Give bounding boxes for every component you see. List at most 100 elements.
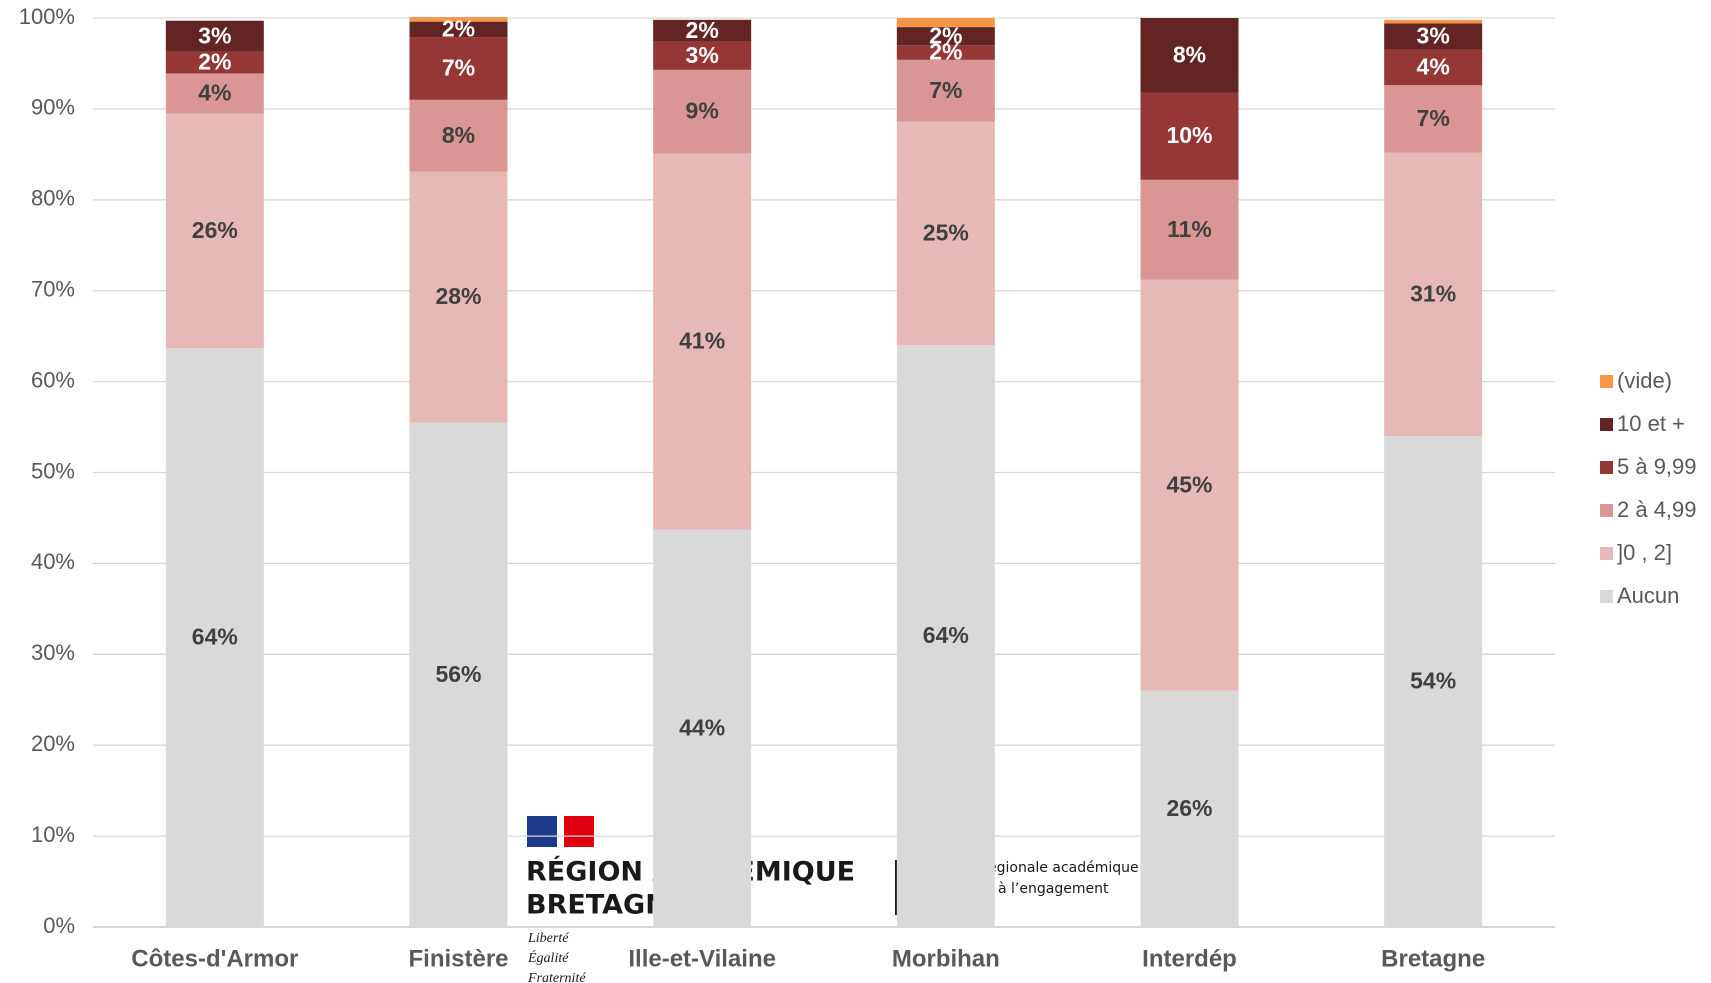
- y-tick-label: 90%: [31, 95, 75, 120]
- y-tick-label: 60%: [31, 367, 75, 392]
- bar-segment: [896, 345, 995, 927]
- bar-segment: [1384, 23, 1483, 50]
- data-label: 3%: [686, 42, 719, 68]
- y-tick-label: 30%: [31, 640, 75, 665]
- bar-segment: [1140, 18, 1239, 93]
- legend-swatch: [1600, 461, 1613, 474]
- x-tick-label: Interdép: [1142, 945, 1237, 972]
- data-label: 41%: [679, 328, 725, 354]
- data-label: 44%: [679, 714, 725, 740]
- bar-segment: [409, 171, 508, 423]
- data-label: 2%: [929, 39, 962, 65]
- data-label: 64%: [192, 624, 238, 650]
- bar-segment: [1384, 85, 1483, 153]
- data-label: 64%: [923, 622, 969, 648]
- data-label: 7%: [442, 55, 475, 81]
- y-tick-label: 80%: [31, 186, 75, 211]
- bar-segment: [653, 41, 752, 70]
- bar-segment: [165, 347, 264, 927]
- bar-segment: [409, 99, 508, 172]
- bar-segment: [409, 37, 508, 100]
- bar-segment: [409, 17, 508, 22]
- data-label: 28%: [435, 283, 481, 309]
- legend-label: ]0 , 2]: [1617, 540, 1672, 565]
- legend-label: 2 à 4,99: [1617, 497, 1697, 522]
- watermark-side: égionale académique: [988, 860, 1139, 876]
- legend-swatch: [1600, 418, 1613, 431]
- y-tick-label: 50%: [31, 458, 75, 483]
- y-tick-label: 100%: [19, 4, 75, 29]
- y-tick-label: 70%: [31, 277, 75, 302]
- bar-segment: [896, 121, 995, 346]
- bar-segment: [653, 153, 752, 530]
- flag-red: [564, 816, 594, 847]
- bar-segment: [896, 18, 995, 28]
- data-label: 4%: [198, 80, 231, 106]
- y-tick-label: 0%: [43, 913, 75, 938]
- data-label: 3%: [1417, 23, 1450, 49]
- data-label: 10%: [1166, 122, 1212, 148]
- bar-segment: [1140, 92, 1239, 180]
- motto: Égalité: [527, 949, 569, 966]
- motto: Fraternité: [527, 971, 586, 983]
- watermark: RÉGION ACADÉMIQUE BRETAGNE Liberté Égali…: [526, 816, 1139, 983]
- legend-label: 10 et +: [1617, 411, 1685, 436]
- bar-segment: [1140, 179, 1239, 280]
- data-label: 45%: [1166, 471, 1212, 497]
- y-tick-label: 20%: [31, 731, 75, 756]
- data-label: 54%: [1410, 668, 1456, 694]
- data-label: 25%: [923, 220, 969, 246]
- legend-label: Aucun: [1617, 583, 1679, 608]
- data-label: 8%: [442, 122, 475, 148]
- y-tick-label: 10%: [31, 822, 75, 847]
- y-tick-label: 40%: [31, 549, 75, 574]
- data-label: 8%: [1173, 41, 1206, 67]
- x-tick-label: Ille-et-Vilaine: [628, 945, 776, 972]
- data-label: 2%: [198, 49, 231, 75]
- data-label: 26%: [1166, 795, 1212, 821]
- bar-segment: [1140, 279, 1239, 691]
- bar-segment: [409, 21, 508, 38]
- bar-segment: [1384, 49, 1483, 86]
- bar-segment: [165, 20, 264, 52]
- bar-segment: [165, 51, 264, 74]
- legend-swatch: [1600, 375, 1613, 388]
- data-label: 2%: [929, 22, 962, 48]
- data-label: 26%: [192, 217, 238, 243]
- x-tick-label: Morbihan: [892, 945, 1000, 972]
- legend-swatch: [1600, 547, 1613, 560]
- legend-swatch: [1600, 504, 1613, 517]
- x-tick-label: Bretagne: [1381, 945, 1485, 972]
- bar-segment: [1384, 152, 1483, 437]
- data-label: 7%: [929, 77, 962, 103]
- data-label: 7%: [1417, 105, 1450, 131]
- data-label: 31%: [1410, 280, 1456, 306]
- bar-segment: [653, 19, 752, 42]
- data-label: 11%: [1167, 216, 1212, 242]
- data-label: 56%: [435, 661, 481, 687]
- data-label: 3%: [198, 22, 231, 48]
- legend-label: 5 à 9,99: [1617, 454, 1697, 479]
- bar-segment: [1384, 436, 1483, 927]
- flag-blue: [527, 816, 557, 847]
- legend-swatch: [1600, 590, 1613, 603]
- bar-segment: [1140, 690, 1239, 927]
- data-label: 2%: [686, 17, 719, 43]
- x-tick-label: Finistère: [408, 945, 508, 972]
- motto: Liberté: [527, 931, 569, 946]
- watermark-side: à l’engagement: [998, 881, 1109, 897]
- bar-segment: [896, 59, 995, 122]
- bar-segment: [653, 529, 752, 927]
- data-label: 2%: [442, 15, 475, 41]
- bar-segment: [896, 45, 995, 60]
- bar-segment: [165, 113, 264, 348]
- bar-segment: [165, 73, 264, 114]
- bar-segment: [653, 69, 752, 154]
- data-label: 4%: [1417, 54, 1450, 80]
- bar-segment: [409, 422, 508, 927]
- bar-segment: [896, 27, 995, 46]
- data-label: 9%: [686, 98, 719, 124]
- bar-segment: [1384, 19, 1483, 24]
- legend-label: (vide): [1617, 368, 1672, 393]
